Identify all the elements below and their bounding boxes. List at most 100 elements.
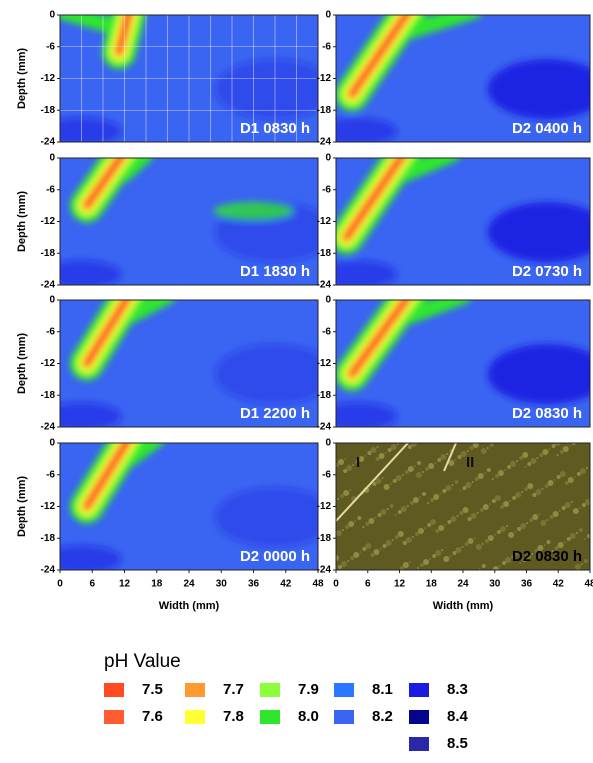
- speck: [459, 511, 464, 515]
- speck: [385, 540, 392, 546]
- legend-label: 7.5: [142, 681, 163, 698]
- speck: [575, 532, 578, 534]
- speck: [580, 563, 583, 565]
- speck: [420, 563, 425, 567]
- speck: [416, 567, 419, 569]
- y-tick-label: -6: [46, 184, 55, 195]
- speck: [563, 541, 566, 543]
- speck: [395, 475, 402, 481]
- legend-label: 8.0: [298, 708, 319, 725]
- legend-label: 8.1: [372, 681, 393, 698]
- legend-swatch: [260, 683, 280, 697]
- x-tick-label: 6: [89, 579, 95, 590]
- speck: [554, 443, 561, 446]
- y-tick-label: -6: [322, 469, 331, 480]
- speck: [418, 528, 425, 534]
- speck: [449, 555, 452, 557]
- speck: [480, 448, 487, 454]
- blobs: [60, 158, 318, 285]
- speck: [362, 547, 367, 551]
- speck: [439, 493, 442, 495]
- x-tick-label: 24: [183, 579, 195, 590]
- plume: [344, 158, 404, 240]
- speck: [527, 483, 534, 489]
- y-tick-label: -12: [317, 216, 332, 227]
- x-axis-label: Width (mm): [433, 600, 494, 612]
- y-tick-label: 0: [325, 10, 331, 21]
- y-tick-label: -12: [317, 73, 332, 84]
- speck: [350, 556, 355, 560]
- deep-zone: [487, 202, 590, 263]
- speck: [347, 560, 350, 562]
- speck: [416, 461, 421, 465]
- legend-swatch: [185, 683, 205, 697]
- panel-label: D2 0830 h: [512, 405, 582, 422]
- speck: [446, 453, 449, 455]
- speck: [402, 541, 407, 545]
- speck: [519, 562, 522, 564]
- speck: [387, 448, 392, 452]
- y-tick-label: -24: [317, 565, 332, 576]
- speck: [542, 449, 549, 455]
- y-tick-label: -18: [317, 390, 332, 401]
- y-tick-label: 0: [49, 438, 55, 449]
- legend-swatch: [334, 710, 354, 724]
- speck: [354, 520, 357, 522]
- y-tick-label: -12: [41, 501, 56, 512]
- speck: [336, 555, 339, 561]
- speck: [566, 537, 571, 541]
- y-tick-label: -18: [41, 105, 56, 116]
- speck: [342, 529, 345, 531]
- x-tick-label: 12: [394, 579, 406, 590]
- speck: [509, 500, 512, 502]
- speck: [399, 566, 404, 570]
- heatmap-image: [60, 158, 318, 285]
- speck: [381, 477, 384, 479]
- deep-zone: [336, 117, 398, 142]
- speck: [481, 543, 484, 545]
- speck: [519, 456, 524, 460]
- y-tick-label: -18: [41, 533, 56, 544]
- speck: [345, 525, 350, 529]
- speck: [479, 508, 484, 512]
- speck: [537, 545, 544, 551]
- speck: [407, 466, 414, 472]
- speck: [412, 497, 419, 503]
- speck: [526, 522, 529, 524]
- speck: [521, 491, 524, 493]
- speck: [425, 467, 430, 471]
- deep-zone: [487, 59, 590, 120]
- speck: [343, 490, 350, 496]
- speck: [402, 562, 409, 568]
- speck: [556, 454, 559, 456]
- speck: [422, 471, 425, 473]
- speck: [503, 501, 510, 507]
- speck: [352, 464, 355, 466]
- speck: [553, 479, 556, 481]
- speck: [358, 456, 365, 462]
- speck: [373, 549, 380, 555]
- y-tick-label: -12: [41, 73, 56, 84]
- speck: [370, 447, 377, 453]
- speck: [401, 474, 404, 476]
- y-tick-label: -24: [41, 422, 56, 433]
- speck: [359, 551, 362, 553]
- speck: [410, 443, 417, 447]
- x-tick-label: 42: [553, 579, 565, 590]
- speck: [574, 564, 581, 570]
- speck: [531, 553, 534, 555]
- speck: [338, 459, 345, 465]
- speck: [390, 444, 397, 450]
- speck: [538, 513, 541, 515]
- speck: [353, 552, 360, 558]
- panel: D2 0000 h0-6-12-18-240 6 12 18 24 30 36 42 48Dep…: [16, 438, 324, 612]
- speck: [576, 472, 581, 476]
- panel-label: D2 0400 h: [512, 120, 582, 137]
- plume: [84, 300, 130, 366]
- speck: [482, 504, 489, 510]
- heatmap-image: [60, 443, 318, 570]
- speck: [343, 469, 348, 473]
- blobs: [336, 15, 590, 142]
- speck: [462, 507, 469, 513]
- speck: [522, 558, 527, 562]
